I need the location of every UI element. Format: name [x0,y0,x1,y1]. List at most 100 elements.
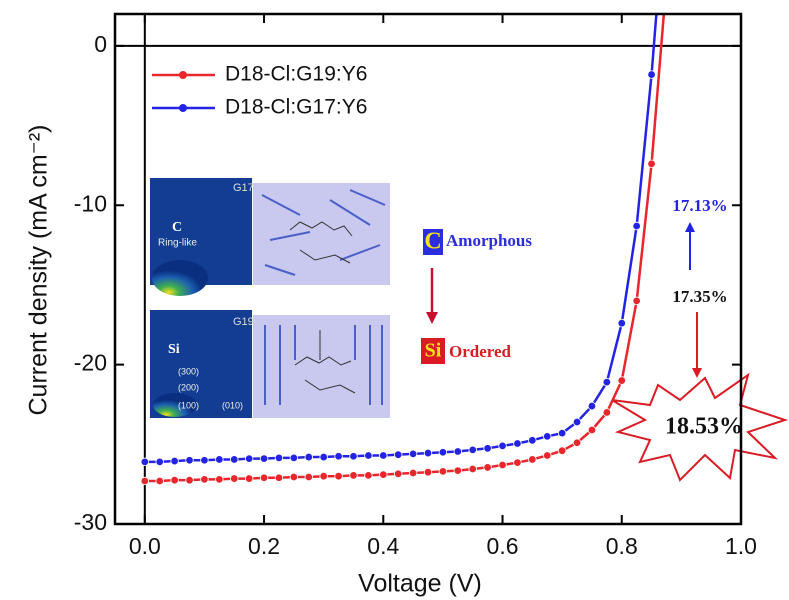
marker [201,476,209,484]
chart: G17 G19 C Si Ring-like (300) (200) (100)… [0,0,789,600]
marker [335,452,343,460]
marker [484,464,492,472]
marker [156,458,164,466]
marker [201,456,209,464]
marker [618,377,626,385]
marker [275,454,283,462]
marker [394,470,402,478]
x-tick-label: 0.8 [606,533,638,559]
inset-label: G19 [233,316,254,328]
marker [499,442,507,450]
inset-label: Ring-like [158,238,197,249]
marker [186,476,194,484]
marker [558,447,566,455]
x-axis-title: Voltage (V) [358,570,482,598]
marker [588,402,596,410]
marker [424,449,432,457]
inset: G17 G19 C Si Ring-like (300) (200) (100)… [150,178,390,418]
legend-marker [179,104,187,112]
inset-label: (100) [178,400,199,410]
inset-label: C [172,220,182,235]
marker [469,465,477,473]
marker [379,471,387,479]
si-symbol: Si [425,340,442,362]
marker [156,477,164,485]
marker [275,474,283,482]
marker [320,472,328,480]
x-tick-label: 1.0 [725,533,757,559]
pce-label: 17.35% [672,287,727,306]
marker [245,475,253,483]
y-tick-label: -20 [74,350,107,376]
marker [365,472,373,480]
inset-label: (200) [178,382,199,392]
marker [648,71,656,79]
marker [514,440,522,448]
x-tick-label: 0.0 [129,533,161,559]
marker [499,461,507,469]
ring [152,260,208,296]
marker [543,433,551,441]
marker [171,476,179,484]
marker [633,297,641,305]
marker [484,444,492,452]
ordered-label: Ordered [449,342,512,361]
marker [350,452,358,460]
arrow-head [426,312,438,324]
marker [305,473,313,481]
marker [365,452,373,460]
arrow-head [692,368,702,378]
marker [335,472,343,480]
pce-label: 18.53% [665,414,743,440]
marker [529,437,537,445]
marker [141,458,149,466]
marker [171,457,179,465]
x-tick-label: 0.2 [248,533,280,559]
marker [216,456,224,464]
marker [394,451,402,459]
marker [469,446,477,454]
marker [230,456,238,464]
legend-label: D18-Cl:G17:Y6 [225,96,367,119]
marker [588,426,596,434]
y-tick-label: 0 [94,31,107,57]
x-tick-label: 0.4 [367,533,399,559]
marker [633,222,641,230]
marker [439,468,447,476]
marker [290,473,298,481]
marker [141,477,149,485]
pce-label: 17.13% [672,196,727,215]
inset-label: (010) [222,400,243,410]
marker [454,467,462,475]
marker [260,455,268,463]
arrow-head [685,222,695,232]
marker [379,452,387,460]
marker [245,455,253,463]
marker [603,378,611,386]
marker [305,453,313,461]
marker [186,456,194,464]
marker [290,454,298,462]
marker [439,448,447,456]
marker [454,448,462,456]
inset-label: (300) [178,366,199,376]
marker [409,450,417,458]
y-tick-label: -30 [74,509,107,535]
marker [603,409,611,417]
marker [543,452,551,460]
marker [409,469,417,477]
inset-label: Si [168,342,180,357]
c-symbol: C [424,229,441,255]
x-tick-label: 0.6 [487,533,519,559]
legend-marker [179,71,187,79]
marker [320,453,328,461]
y-axis-title: Current density (mA cm⁻²) [25,124,53,415]
amorphous-label: Amorphous [446,231,532,250]
marker [350,472,358,480]
marker [514,459,522,467]
legend-label: D18-Cl:G19:Y6 [225,63,367,86]
marker [260,474,268,482]
marker [216,476,224,484]
marker [230,475,238,483]
marker [558,429,566,437]
